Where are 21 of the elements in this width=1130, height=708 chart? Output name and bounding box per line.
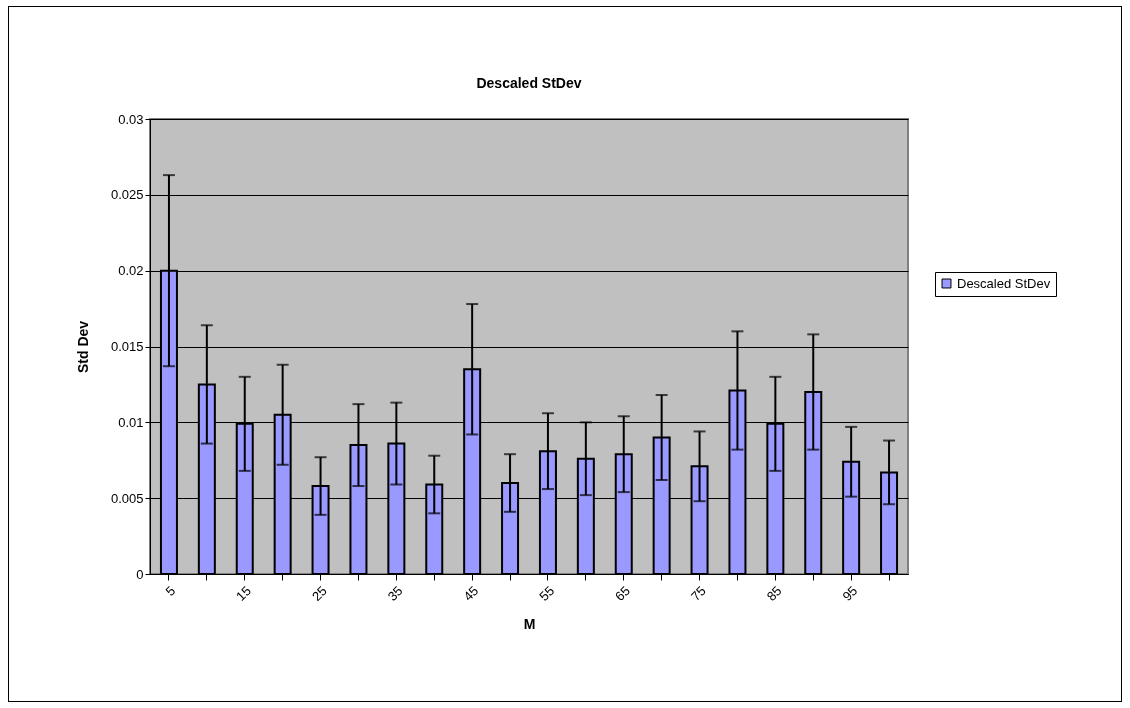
y-tick-label: 0 xyxy=(136,566,144,582)
x-tick-label: 45 xyxy=(460,583,482,604)
x-tick-label: 95 xyxy=(839,583,861,604)
y-tick-label: 0.005 xyxy=(110,490,144,506)
x-tick-label: 55 xyxy=(536,583,558,604)
y-axis-title: Std Dev xyxy=(74,320,91,374)
chart-title: Descaled StDev xyxy=(476,75,582,91)
x-tick-label: 65 xyxy=(612,583,633,604)
y-tick-label: 0.02 xyxy=(118,263,144,279)
x-axis-title: M xyxy=(523,615,536,632)
y-tick-label: 0.03 xyxy=(118,111,144,127)
x-tick-label: 15 xyxy=(233,583,254,604)
x-tick-label: 75 xyxy=(687,583,709,604)
y-tick-label: 0.025 xyxy=(110,187,144,203)
legend-label: Descaled StDev xyxy=(957,275,1051,291)
x-tick-label: 35 xyxy=(384,583,406,604)
x-tick-label: 25 xyxy=(308,583,330,604)
y-tick-label: 0.01 xyxy=(118,414,144,430)
x-tick-label: 5 xyxy=(162,583,179,599)
y-tick-label: 0.015 xyxy=(110,339,144,354)
x-tick-label: 85 xyxy=(763,583,785,604)
